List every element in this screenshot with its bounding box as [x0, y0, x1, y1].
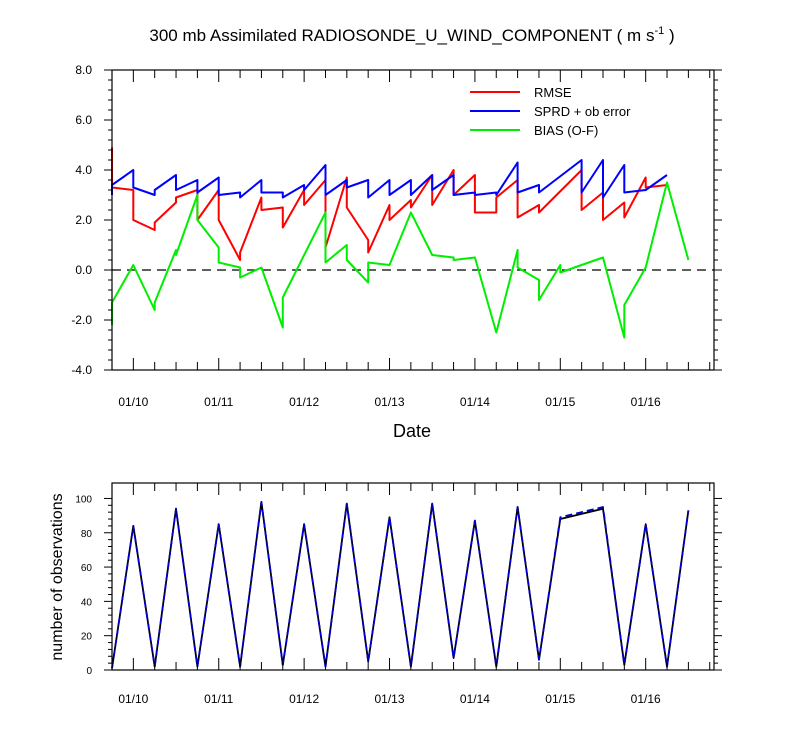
legend: RMSE SPRD + ob error BIAS (O-F) [470, 85, 631, 138]
top-chart: 300 mb Assimilated RADIOSONDE_U_WIND_COM… [71, 25, 722, 441]
chart-title-main: 300 mb Assimilated RADIOSONDE_U_WIND_COM… [149, 26, 654, 45]
bottom-plot-frame [111, 482, 715, 671]
top-series-group [111, 147, 690, 339]
obs-line-1 [111, 501, 690, 669]
x-tick-label: 01/15 [545, 692, 575, 706]
x-tick-label: 01/13 [375, 395, 405, 409]
y-tick-label: -2.0 [71, 313, 92, 327]
chart-title: 300 mb Assimilated RADIOSONDE_U_WIND_COM… [149, 25, 674, 45]
chart-title-close: ) [664, 26, 674, 45]
x-tick-label: 01/15 [545, 395, 575, 409]
bottom-axis-ticks [104, 483, 722, 671]
y-tick-label: 0.0 [75, 263, 92, 277]
series-line-sprd-ob-error [111, 159, 668, 199]
series-line-bias-o-f [111, 181, 690, 339]
x-tick-label: 01/11 [204, 692, 233, 706]
y-tick-label: 80 [81, 529, 93, 540]
y-tick-label: 20 [81, 632, 93, 643]
y-tick-label: 60 [81, 563, 93, 574]
top-x-tick-labels: 01/10 01/11 01/12 01/13 01/14 01/15 01/16 [118, 395, 661, 409]
legend-label: SPRD + ob error [534, 104, 631, 119]
x-tick-label: 01/12 [289, 395, 319, 409]
x-axis-label: Date [393, 421, 431, 441]
bottom-y-tick-labels: 0 20 40 60 80 100 [75, 494, 92, 677]
bottom-x-tick-labels: 01/10 01/11 01/12 01/13 01/14 01/15 01/16 [118, 692, 661, 706]
x-tick-label: 01/16 [631, 692, 661, 706]
bottom-series-group [111, 501, 690, 669]
top-plot-frame [111, 69, 715, 371]
chart-title-superscript: -1 [654, 25, 664, 37]
y-tick-label: 2.0 [75, 213, 92, 227]
legend-label: RMSE [534, 85, 572, 100]
y-tick-label: 100 [75, 494, 92, 505]
x-tick-label: 01/14 [460, 395, 490, 409]
y-tick-label: 8.0 [75, 63, 92, 77]
top-y-tick-labels: -4.0 -2.0 0.0 2.0 4.0 6.0 8.0 [71, 63, 92, 377]
y-tick-label: 40 [81, 597, 93, 608]
x-tick-label: 01/12 [289, 692, 319, 706]
y-tick-label: 6.0 [75, 113, 92, 127]
x-tick-label: 01/14 [460, 692, 490, 706]
top-axis-ticks [104, 69, 722, 371]
y-tick-label: 4.0 [75, 163, 92, 177]
y-tick-label: 0 [86, 666, 92, 677]
obs-line-0 [111, 501, 690, 669]
legend-label: BIAS (O-F) [534, 123, 598, 138]
y-tick-label: -4.0 [71, 363, 92, 377]
x-tick-label: 01/13 [375, 692, 405, 706]
x-tick-label: 01/11 [204, 395, 233, 409]
y-axis-label: number of observations [49, 493, 66, 660]
x-tick-label: 01/10 [118, 395, 148, 409]
x-tick-label: 01/10 [118, 692, 148, 706]
x-tick-label: 01/16 [631, 395, 661, 409]
